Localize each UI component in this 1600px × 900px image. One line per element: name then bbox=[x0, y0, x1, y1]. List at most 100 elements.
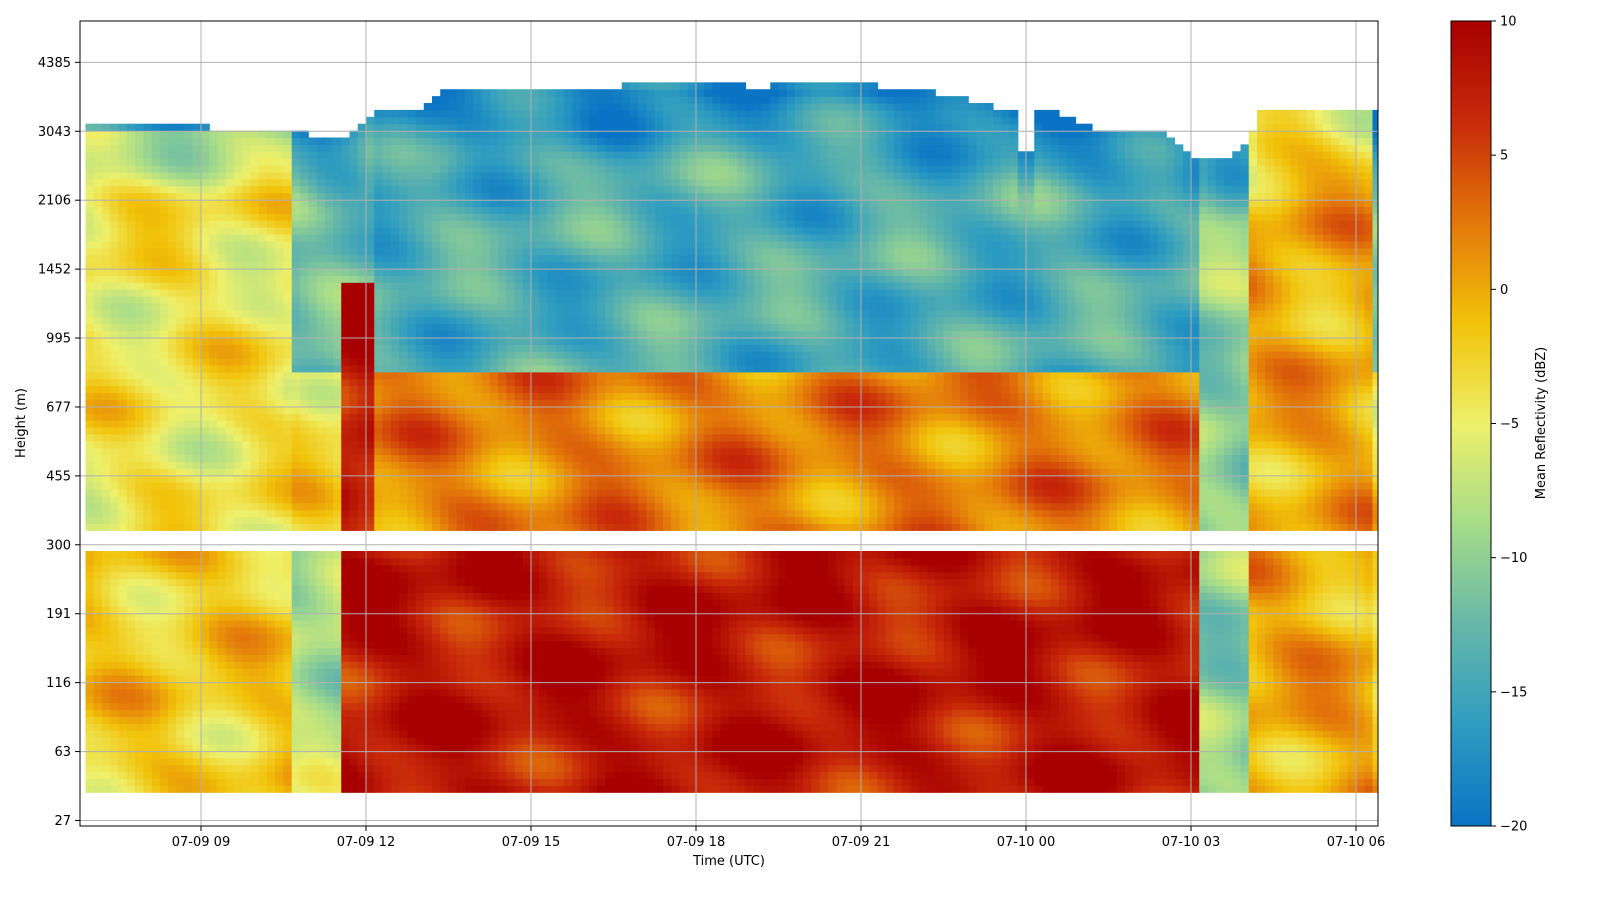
heatmap-cell bbox=[226, 696, 235, 703]
heatmap-cell bbox=[432, 303, 441, 310]
heatmap-cell bbox=[275, 158, 284, 165]
heatmap-cell bbox=[218, 137, 227, 144]
heatmap-cell bbox=[94, 151, 103, 158]
heatmap-cell bbox=[275, 482, 284, 489]
heatmap-cell bbox=[143, 585, 152, 592]
heatmap-cell bbox=[440, 785, 449, 792]
heatmap-cell bbox=[350, 599, 359, 606]
heatmap-cell bbox=[416, 275, 425, 282]
heatmap-cell bbox=[127, 744, 136, 751]
heatmap-cell bbox=[473, 710, 482, 717]
heatmap-cell bbox=[209, 517, 218, 524]
heatmap-cell bbox=[242, 427, 251, 434]
heatmap-cell bbox=[259, 296, 268, 303]
heatmap-cell bbox=[449, 565, 458, 572]
heatmap-cell bbox=[94, 241, 103, 248]
heatmap-cell bbox=[350, 448, 359, 455]
heatmap-cell bbox=[234, 599, 243, 606]
heatmap-cell bbox=[449, 489, 458, 496]
heatmap-cell bbox=[300, 144, 309, 151]
heatmap-cell bbox=[201, 599, 210, 606]
heatmap-cell bbox=[473, 275, 482, 282]
heatmap-cell bbox=[300, 392, 309, 399]
heatmap-cell bbox=[160, 241, 169, 248]
heatmap-cell bbox=[176, 448, 185, 455]
heatmap-cell bbox=[102, 241, 111, 248]
heatmap-cell bbox=[391, 124, 400, 131]
heatmap-cell bbox=[407, 572, 416, 579]
heatmap-cell bbox=[86, 379, 95, 386]
heatmap-cell bbox=[94, 227, 103, 234]
heatmap-cell bbox=[259, 489, 268, 496]
heatmap-cell bbox=[234, 710, 243, 717]
heatmap-cell bbox=[407, 689, 416, 696]
heatmap-cell bbox=[86, 517, 95, 524]
heatmap-cell bbox=[506, 737, 515, 744]
heatmap-cell bbox=[300, 737, 309, 744]
heatmap-cell bbox=[110, 179, 119, 186]
heatmap-cell bbox=[440, 330, 449, 337]
heatmap-cell bbox=[251, 710, 260, 717]
heatmap-cell bbox=[127, 441, 136, 448]
heatmap-cell bbox=[152, 647, 161, 654]
heatmap-cell bbox=[465, 420, 474, 427]
heatmap-cell bbox=[350, 358, 359, 365]
heatmap-cell bbox=[259, 358, 268, 365]
heatmap-cell bbox=[341, 186, 350, 193]
heatmap-cell bbox=[127, 585, 136, 592]
heatmap-cell bbox=[506, 241, 515, 248]
heatmap-cell bbox=[432, 599, 441, 606]
heatmap-cell bbox=[383, 730, 392, 737]
heatmap-cell bbox=[399, 647, 408, 654]
heatmap-cell bbox=[86, 585, 95, 592]
heatmap-cell bbox=[473, 324, 482, 331]
heatmap-cell bbox=[110, 523, 119, 530]
heatmap-cell bbox=[209, 758, 218, 765]
heatmap-cell bbox=[366, 358, 375, 365]
heatmap-cell bbox=[515, 434, 524, 441]
heatmap-cell bbox=[358, 772, 367, 779]
heatmap-cell bbox=[325, 517, 334, 524]
heatmap-cell bbox=[102, 255, 111, 262]
heatmap-cell bbox=[152, 241, 161, 248]
heatmap-cell bbox=[341, 324, 350, 331]
heatmap-cell bbox=[440, 179, 449, 186]
heatmap-cell bbox=[86, 392, 95, 399]
heatmap-cell bbox=[234, 716, 243, 723]
heatmap-cell bbox=[201, 592, 210, 599]
heatmap-cell bbox=[383, 517, 392, 524]
heatmap-cell bbox=[350, 785, 359, 792]
heatmap-cell bbox=[185, 689, 194, 696]
heatmap-cell bbox=[102, 627, 111, 634]
heatmap-cell bbox=[498, 592, 507, 599]
heatmap-cell bbox=[94, 193, 103, 200]
heatmap-cell bbox=[399, 654, 408, 661]
heatmap-cell bbox=[209, 358, 218, 365]
heatmap-cell bbox=[407, 193, 416, 200]
heatmap-cell bbox=[424, 241, 433, 248]
heatmap-cell bbox=[160, 358, 169, 365]
heatmap-cell bbox=[292, 778, 301, 785]
heatmap-cell bbox=[275, 634, 284, 641]
heatmap-cell bbox=[498, 379, 507, 386]
heatmap-cell bbox=[292, 427, 301, 434]
heatmap-cell bbox=[457, 758, 466, 765]
heatmap-cell bbox=[341, 606, 350, 613]
heatmap-cell bbox=[284, 503, 293, 510]
heatmap-cell bbox=[465, 785, 474, 792]
heatmap-cell bbox=[317, 186, 326, 193]
heatmap-cell bbox=[152, 158, 161, 165]
heatmap-cell bbox=[465, 275, 474, 282]
heatmap-cell bbox=[416, 262, 425, 269]
heatmap-cell bbox=[86, 627, 95, 634]
heatmap-cell bbox=[102, 585, 111, 592]
heatmap-cell bbox=[515, 785, 524, 792]
heatmap-cell bbox=[292, 641, 301, 648]
heatmap-cell bbox=[176, 358, 185, 365]
heatmap-cell bbox=[399, 661, 408, 668]
heatmap-cell bbox=[317, 255, 326, 262]
heatmap-cell bbox=[267, 599, 276, 606]
heatmap-cell bbox=[259, 503, 268, 510]
heatmap-cell bbox=[383, 703, 392, 710]
heatmap-cell bbox=[300, 744, 309, 751]
